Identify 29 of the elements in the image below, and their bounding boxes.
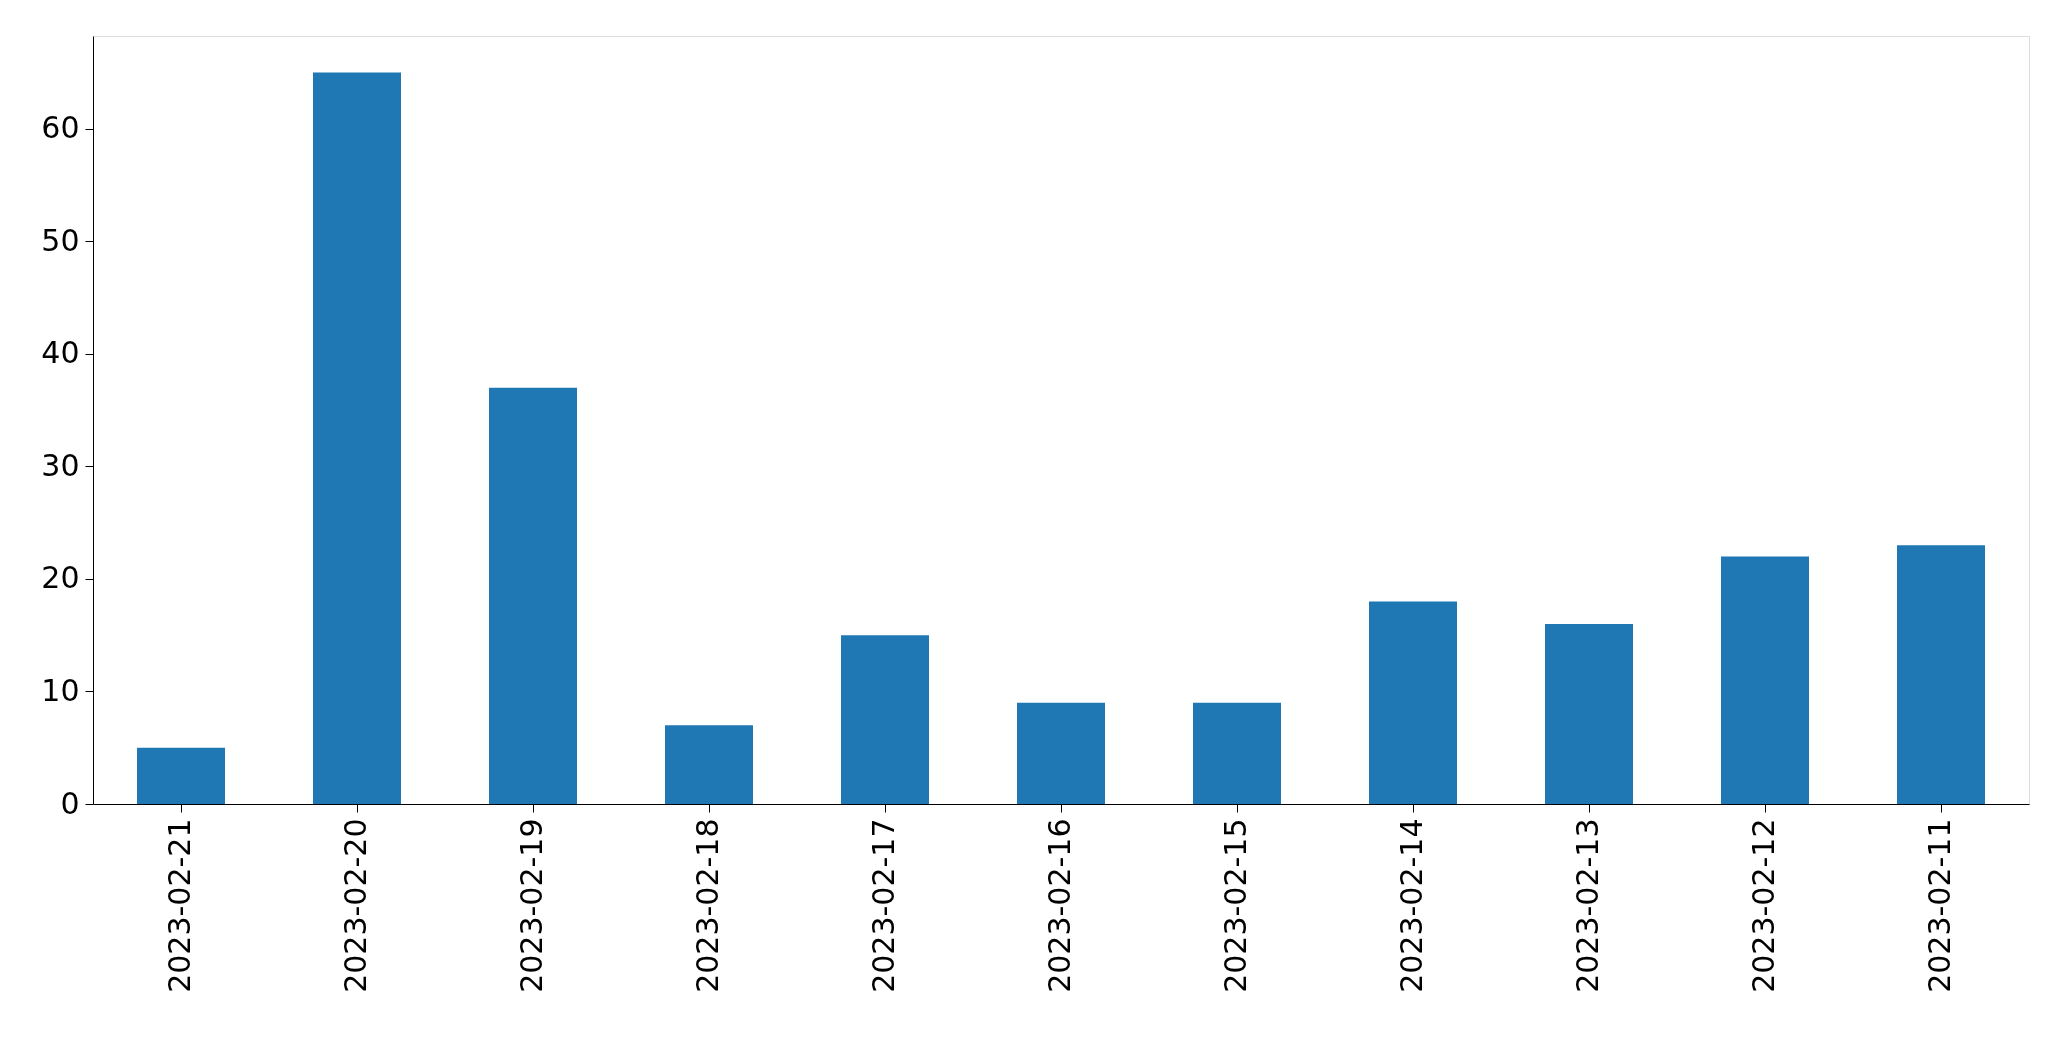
x-tick-label: 2023-02-17 xyxy=(866,818,901,993)
bar xyxy=(1193,702,1281,804)
x-tick-label: 2023-02-19 xyxy=(514,818,549,993)
y-tick-label: 50 xyxy=(41,222,80,258)
x-tick-label: 2023-02-12 xyxy=(1746,818,1781,993)
x-tick-label: 2023-02-13 xyxy=(1570,818,1605,993)
bar xyxy=(489,387,577,804)
y-tick-label: 0 xyxy=(60,785,80,821)
bar xyxy=(1545,623,1633,804)
x-tick-label: 2023-02-20 xyxy=(338,818,373,993)
x-tick-label: 2023-02-14 xyxy=(1394,818,1429,993)
x-tick-label: 2023-02-18 xyxy=(690,818,725,993)
y-tick-label: 10 xyxy=(41,672,80,708)
y-tick-label: 40 xyxy=(41,335,80,371)
y-tick-label: 30 xyxy=(41,447,80,483)
bar xyxy=(1721,556,1809,804)
bar xyxy=(665,725,753,804)
bar xyxy=(1017,702,1105,804)
bar xyxy=(841,635,929,804)
bar xyxy=(1897,545,1985,804)
y-tick-label: 60 xyxy=(41,110,80,146)
bar xyxy=(137,747,225,804)
bar xyxy=(313,72,401,804)
x-tick-label: 2023-02-15 xyxy=(1218,818,1253,993)
x-tick-label: 2023-02-21 xyxy=(162,818,197,993)
x-tick-label: 2023-02-11 xyxy=(1922,818,1957,993)
x-tick-label: 2023-02-16 xyxy=(1042,818,1077,993)
bar xyxy=(1369,601,1457,804)
y-tick-label: 20 xyxy=(41,560,80,596)
